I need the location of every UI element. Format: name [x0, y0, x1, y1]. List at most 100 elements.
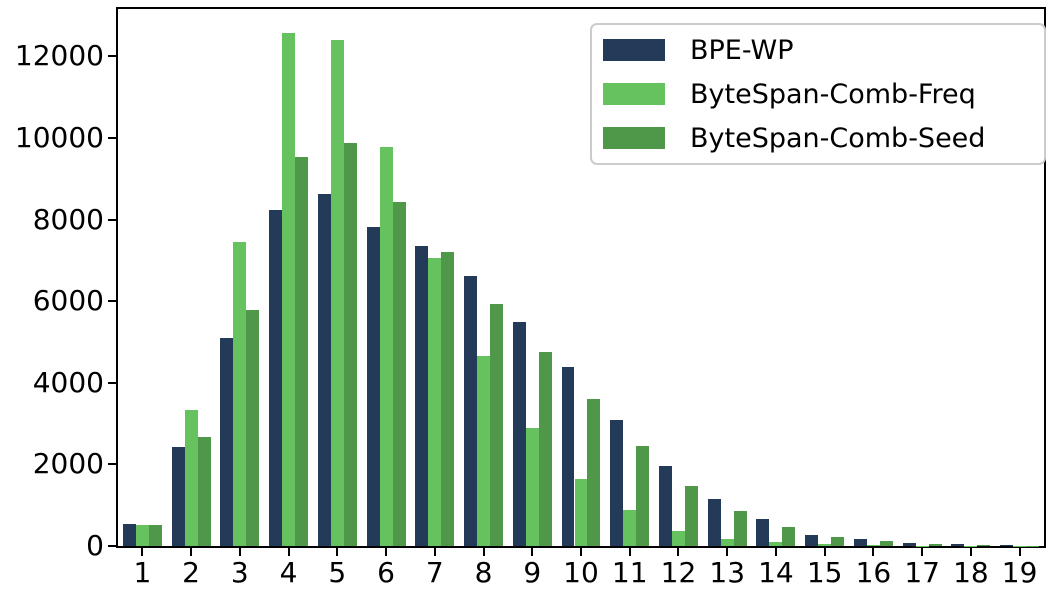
bar-ByteSpan-Comb-Freq-12 — [671, 530, 685, 546]
bar-BPE-WP-3 — [220, 337, 234, 546]
x-tick-label-8: 8 — [474, 556, 493, 589]
bar-ByteSpan-Comb-Freq-2 — [184, 410, 198, 546]
x-tick-label-18: 18 — [953, 556, 989, 589]
x-tick-mark-12 — [677, 548, 680, 556]
bar-ByteSpan-Comb-Seed-8 — [490, 304, 503, 546]
x-tick-label-19: 19 — [1001, 556, 1038, 589]
bar-ByteSpan-Comb-Freq-3 — [233, 242, 247, 546]
y-tick-label-10000: 10000 — [14, 120, 104, 154]
bar-BPE-WP-10 — [561, 366, 575, 546]
x-tick-mark-9 — [531, 548, 534, 556]
x-tick-label-13: 13 — [709, 556, 746, 589]
bar-BPE-WP-1 — [122, 524, 136, 546]
y-tick-label-6000: 6000 — [32, 284, 104, 318]
bar-ByteSpan-Comb-Freq-16 — [866, 544, 880, 546]
y-tick-mark-8000 — [108, 218, 116, 221]
x-tick-mark-8 — [482, 548, 485, 556]
bar-ByteSpan-Comb-Seed-13 — [733, 510, 747, 546]
bar-BPE-WP-11 — [610, 419, 624, 546]
bar-BPE-WP-16 — [853, 539, 867, 546]
y-tick-label-0: 0 — [86, 529, 104, 562]
bar-ByteSpan-Comb-Freq-8 — [477, 355, 490, 546]
x-tick-label-11: 11 — [611, 556, 648, 589]
x-tick-mark-2 — [190, 548, 193, 556]
bar-ByteSpan-Comb-Seed-18 — [977, 544, 991, 546]
x-tick-mark-5 — [336, 548, 339, 556]
bar-BPE-WP-14 — [756, 519, 770, 546]
bar-ByteSpan-Comb-Seed-1 — [148, 524, 162, 546]
x-tick-label-14: 14 — [758, 556, 794, 589]
bar-BPE-WP-2 — [171, 446, 185, 546]
legend-swatch-bpe-wp — [603, 39, 665, 61]
x-tick-mark-13 — [726, 548, 729, 556]
legend-entry-bpe-wp: BPE-WP — [592, 28, 1044, 72]
bar-ByteSpan-Comb-Freq-6 — [379, 146, 393, 546]
x-tick-label-10: 10 — [563, 556, 599, 589]
x-tick-mark-6 — [385, 548, 388, 556]
x-tick-label-9: 9 — [523, 556, 542, 589]
x-tick-mark-10 — [580, 548, 582, 556]
x-tick-mark-7 — [433, 548, 436, 556]
x-tick-mark-1 — [141, 548, 144, 556]
bar-ByteSpan-Comb-Seed-14 — [782, 526, 796, 546]
x-tick-mark-14 — [774, 548, 777, 556]
legend-entry-bytespan-comb-freq: ByteSpan-Comb-Freq — [592, 72, 1044, 116]
bar-BPE-WP-9 — [512, 321, 526, 546]
bar-BPE-WP-4 — [269, 210, 283, 546]
legend-swatch-bytespan-comb-freq — [603, 83, 665, 105]
bar-ByteSpan-Comb-Seed-2 — [197, 437, 211, 546]
bar-ByteSpan-Comb-Freq-10 — [574, 479, 588, 546]
bar-ByteSpan-Comb-Freq-14 — [769, 541, 783, 546]
bar-ByteSpan-Comb-Freq-1 — [135, 524, 149, 546]
bar-ByteSpan-Comb-Seed-10 — [587, 398, 601, 546]
bar-ByteSpan-Comb-Seed-17 — [928, 543, 942, 546]
bar-BPE-WP-7 — [415, 246, 429, 546]
x-tick-label-17: 17 — [904, 556, 940, 589]
x-tick-label-12: 12 — [660, 556, 697, 589]
bar-BPE-WP-15 — [805, 534, 819, 546]
y-tick-mark-10000 — [108, 136, 116, 139]
x-tick-label-3: 3 — [230, 556, 249, 589]
plot-area — [116, 7, 1046, 548]
y-tick-mark-12000 — [108, 55, 116, 58]
bar-ByteSpan-Comb-Seed-3 — [246, 310, 260, 546]
bar-ByteSpan-Comb-Seed-7 — [441, 251, 455, 546]
x-tick-mark-19 — [1018, 548, 1021, 556]
x-tick-mark-15 — [823, 548, 826, 556]
x-tick-mark-18 — [969, 548, 972, 556]
bar-ByteSpan-Comb-Freq-4 — [282, 33, 296, 546]
x-tick-label-5: 5 — [328, 556, 347, 589]
y-tick-mark-6000 — [108, 300, 116, 303]
y-tick-mark-2000 — [108, 463, 116, 466]
y-tick-label-8000: 8000 — [32, 202, 104, 236]
y-tick-mark-4000 — [108, 381, 116, 384]
bar-BPE-WP-8 — [464, 275, 478, 546]
bar-ByteSpan-Comb-Freq-13 — [720, 538, 734, 546]
bar-BPE-WP-13 — [707, 499, 721, 546]
x-tick-mark-16 — [872, 548, 875, 556]
x-tick-label-6: 6 — [377, 556, 395, 589]
bar-ByteSpan-Comb-Seed-11 — [636, 446, 650, 546]
bar-ByteSpan-Comb-Seed-5 — [343, 142, 357, 546]
x-tick-label-7: 7 — [425, 556, 444, 589]
x-tick-mark-3 — [238, 548, 241, 556]
x-tick-label-2: 2 — [182, 556, 200, 589]
y-tick-mark-0 — [108, 545, 116, 547]
x-tick-label-1: 1 — [133, 556, 152, 589]
bar-BPE-WP-6 — [366, 226, 380, 546]
legend-label-bytespan-comb-freq: ByteSpan-Comb-Freq — [690, 78, 976, 110]
bar-BPE-WP-17 — [902, 542, 916, 546]
x-tick-mark-4 — [287, 548, 290, 556]
bar-BPE-WP-12 — [658, 466, 672, 546]
legend-label-bytespan-comb-seed: ByteSpan-Comb-Seed — [690, 122, 986, 154]
bar-ByteSpan-Comb-Seed-15 — [831, 536, 845, 546]
bar-BPE-WP-19 — [1000, 545, 1014, 546]
bar-ByteSpan-Comb-Seed-16 — [879, 541, 893, 546]
bar-ByteSpan-Comb-Seed-9 — [538, 351, 552, 546]
legend-label-bpe-wp: BPE-WP — [690, 34, 794, 66]
x-tick-label-4: 4 — [279, 556, 298, 589]
bar-ByteSpan-Comb-Freq-5 — [330, 40, 344, 546]
y-tick-label-4000: 4000 — [32, 365, 104, 399]
x-tick-mark-11 — [628, 548, 631, 556]
